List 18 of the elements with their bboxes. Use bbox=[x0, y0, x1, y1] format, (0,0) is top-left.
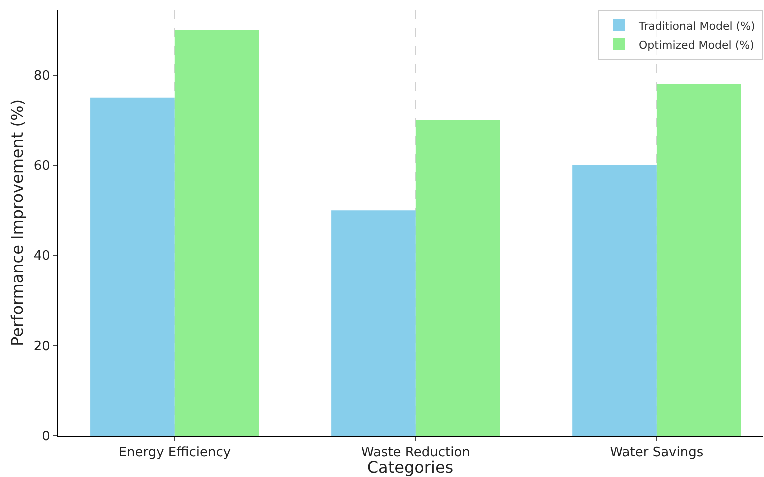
x-tick-label: Energy Efficiency bbox=[118, 446, 232, 461]
bar bbox=[416, 120, 500, 436]
bar bbox=[572, 166, 657, 436]
bar bbox=[174, 30, 260, 436]
y-tick-label: 40 bbox=[34, 249, 50, 264]
y-tick-label: 80 bbox=[34, 68, 50, 84]
y-tick-label: 20 bbox=[34, 339, 50, 354]
bar bbox=[332, 210, 416, 436]
bar bbox=[90, 98, 175, 436]
bar bbox=[656, 84, 742, 436]
legend-label: Optimized Model (%) bbox=[639, 38, 754, 52]
y-tick-label: 60 bbox=[34, 159, 50, 174]
y-tick-label: 0 bbox=[42, 430, 50, 445]
x-axis-title: Categories bbox=[367, 458, 454, 477]
x-tick-label: Water Savings bbox=[610, 446, 704, 461]
legend-label: Traditional Model (%) bbox=[638, 20, 756, 33]
y-axis-title: Performance Improvement (%) bbox=[8, 100, 27, 346]
x-tick-label: Waste Reduction bbox=[361, 446, 470, 461]
